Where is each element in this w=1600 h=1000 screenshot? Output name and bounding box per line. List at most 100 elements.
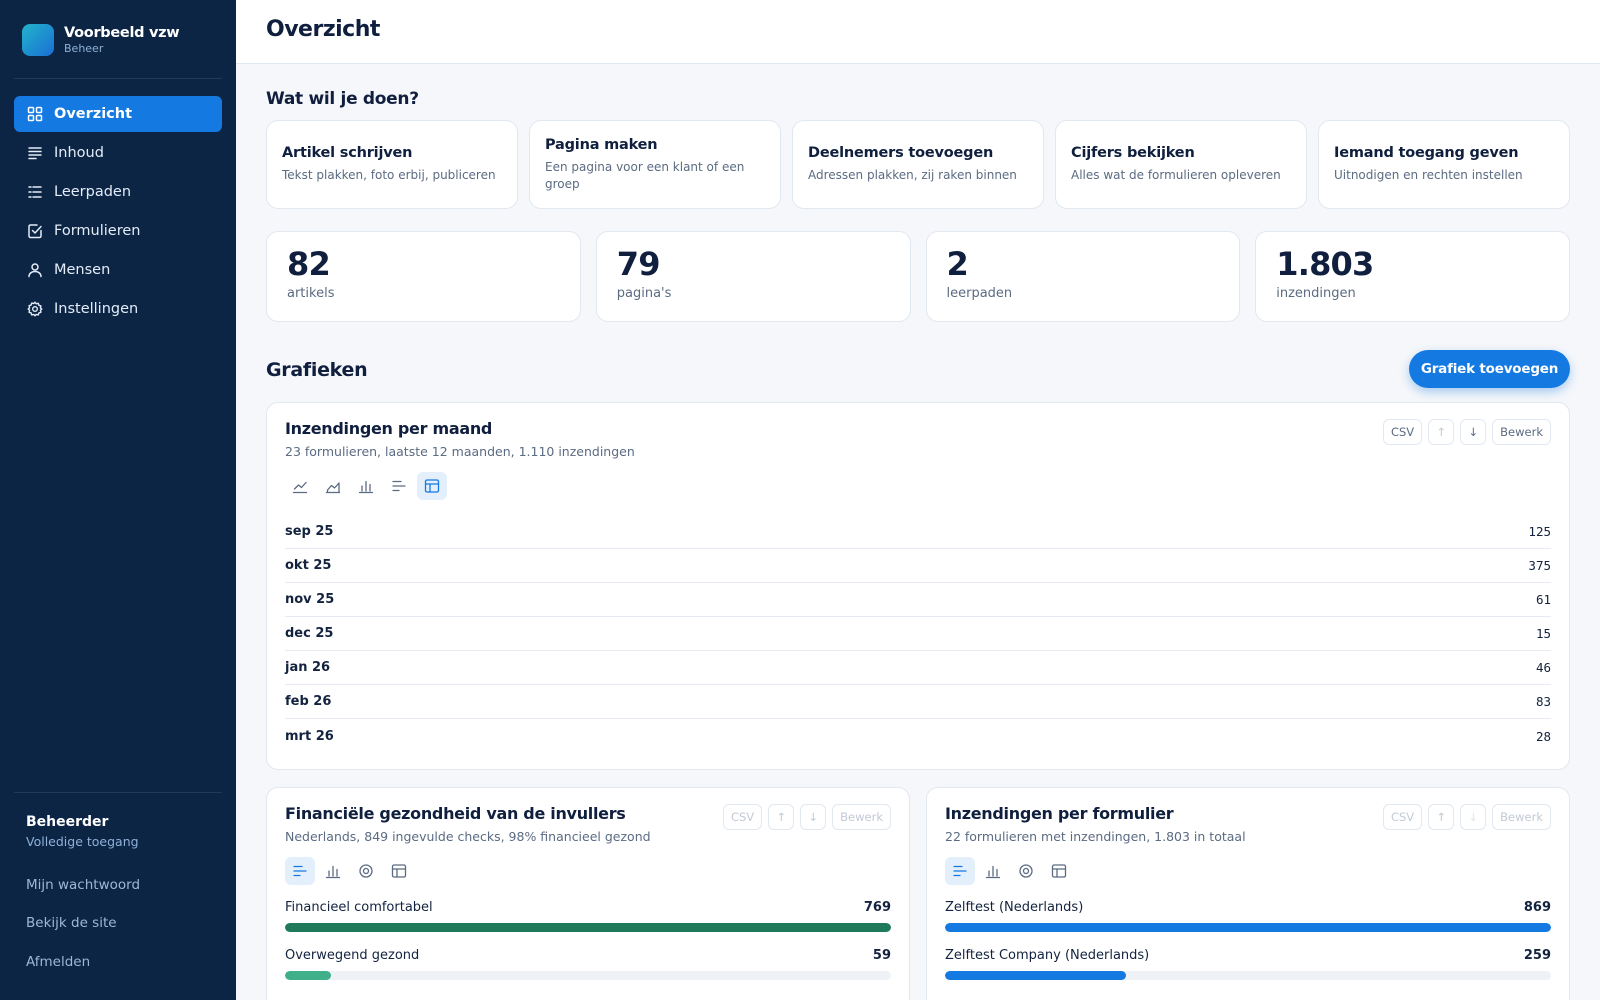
move-down-button[interactable]: ↓ (1460, 419, 1487, 445)
action-title: Deelnemers toevoegen (808, 145, 994, 162)
sidebar-item-mensen[interactable]: Mensen (14, 252, 222, 288)
sidebar-divider (14, 792, 222, 793)
row-value: 61 (1535, 592, 1551, 607)
bar-value: 769 (863, 900, 891, 915)
view-site-link[interactable]: Bekijk de site (26, 915, 117, 931)
chart-subtitle: Nederlands, 849 ingevulde checks, 98% fi… (285, 829, 651, 844)
action-write-article[interactable]: Artikel schrijven Tekst plakken, foto er… (266, 120, 518, 209)
horizontal-bar-icon[interactable] (384, 472, 414, 500)
chart-title: Inzendingen per maand (285, 419, 493, 438)
account-role: Beheerder (26, 814, 109, 830)
row-label: nov 25 (285, 592, 335, 607)
bar-label: Overwegend gezond (285, 948, 420, 963)
page-title: Overzicht (266, 17, 380, 42)
table-icon[interactable] (1044, 857, 1074, 885)
table-icon[interactable] (384, 857, 414, 885)
move-up-button[interactable]: ↑ (768, 804, 795, 830)
action-title: Artikel schrijven (282, 145, 413, 162)
account-info: Beheerder Volledige toegang (26, 814, 139, 849)
add-chart-button[interactable]: Grafiek toevoegen (1409, 350, 1570, 388)
change-password-link[interactable]: Mijn wachtwoord (26, 877, 141, 893)
stat-submissions: 1.803 inzendingen (1255, 231, 1570, 322)
move-down-button[interactable]: ↓ (1460, 804, 1487, 830)
row-value: 46 (1535, 660, 1551, 675)
row-value: 15 (1535, 626, 1551, 641)
stat-pages: 79 pagina's (595, 231, 911, 322)
action-desc: Adressen plakken, zij raken binnen (808, 168, 1017, 183)
sidebar-item-overzicht[interactable]: Overzicht (14, 96, 222, 132)
horizontal-bar-icon[interactable] (285, 857, 315, 885)
action-desc: Alles wat de formulieren opleveren (1071, 168, 1281, 183)
line-chart-icon[interactable] (285, 472, 315, 500)
dashboard-icon (26, 105, 44, 123)
row-value: 28 (1535, 728, 1551, 744)
row-label: mrt 26 (285, 728, 334, 744)
donut-chart-icon[interactable] (1011, 857, 1041, 885)
logout-link[interactable]: Afmelden (26, 954, 91, 970)
sidebar: Voorbeeld vzw Beheer Overzicht Inhoud Le… (0, 0, 236, 1000)
stat-value: 79 (616, 245, 661, 283)
bar-row: Overwegend gezond 59 (285, 948, 891, 980)
row-value: 375 (1528, 558, 1551, 573)
sidebar-item-formulieren[interactable]: Formulieren (14, 213, 222, 249)
sidebar-item-inhoud[interactable]: Inhoud (14, 135, 222, 171)
action-add-participants[interactable]: Deelnemers toevoegen Adressen plakken, z… (792, 120, 1044, 209)
quick-actions-title: Wat wil je doen? (266, 89, 419, 109)
table-row: jan 26 46 (285, 651, 1551, 685)
sidebar-item-leerpaden[interactable]: Leerpaden (14, 174, 222, 210)
sidebar-item-label: Mensen (54, 262, 111, 278)
chart-title: Financiële gezondheid van de invullers (285, 804, 626, 823)
account-access: Volledige toegang (26, 834, 139, 849)
csv-button[interactable]: CSV (1382, 419, 1423, 445)
bar-chart-icon[interactable] (351, 472, 381, 500)
table-row: okt 25 375 (285, 549, 1551, 583)
brand-logo (22, 24, 54, 56)
edit-button[interactable]: Bewerk (1492, 804, 1551, 830)
action-title: Iemand toegang geven (1334, 145, 1519, 162)
bar-track (285, 971, 891, 980)
horizontal-bar-icon[interactable] (945, 857, 975, 885)
sidebar-nav: Overzicht Inhoud Leerpaden Formulieren M… (14, 96, 222, 330)
chart-view-switcher (285, 857, 414, 885)
chart-subtitle: 22 formulieren met inzendingen, 1.803 in… (945, 829, 1246, 844)
stat-value: 1.803 (1276, 245, 1374, 283)
donut-chart-icon[interactable] (351, 857, 381, 885)
bar-fill (945, 923, 1551, 932)
action-title: Cijfers bekijken (1071, 145, 1195, 162)
bar-track (945, 923, 1551, 932)
stat-learning-paths: 2 leerpaden (925, 231, 1241, 322)
brand[interactable]: Voorbeeld vzw Beheer (22, 24, 180, 56)
stats: 82 artikels 79 pagina's 2 leerpaden 1.80… (266, 231, 1570, 322)
csv-button[interactable]: CSV (722, 804, 763, 830)
bar-value: 259 (1523, 948, 1551, 963)
checkbox-icon (26, 222, 44, 240)
edit-button[interactable]: Bewerk (832, 804, 891, 830)
table-icon[interactable] (417, 472, 447, 500)
sidebar-item-instellingen[interactable]: Instellingen (14, 291, 222, 327)
bar-value: 59 (872, 948, 891, 963)
edit-button[interactable]: Bewerk (1492, 419, 1551, 445)
chart-view-switcher (945, 857, 1074, 885)
action-create-page[interactable]: Pagina maken Een pagina voor een klant o… (529, 120, 781, 209)
move-up-button[interactable]: ↑ (1428, 419, 1455, 445)
action-desc: Een pagina voor een klant of een groep (545, 160, 745, 191)
action-view-figures[interactable]: Cijfers bekijken Alles wat de formuliere… (1055, 120, 1307, 209)
action-grant-access[interactable]: Iemand toegang geven Uitnodigen en recht… (1318, 120, 1570, 209)
stat-label: inzendingen (1276, 285, 1356, 301)
table-row: dec 25 15 (285, 617, 1551, 651)
move-up-button[interactable]: ↑ (1428, 804, 1455, 830)
area-chart-icon[interactable] (318, 472, 348, 500)
csv-button[interactable]: CSV (1382, 804, 1423, 830)
row-label: sep 25 (285, 524, 334, 539)
table-row: nov 25 61 (285, 583, 1551, 617)
gear-icon (26, 300, 44, 318)
sidebar-item-label: Overzicht (54, 106, 133, 122)
bar-chart-icon[interactable] (318, 857, 348, 885)
move-down-button[interactable]: ↓ (800, 804, 827, 830)
stat-label: leerpaden (946, 285, 1013, 301)
bar-row: Zelftest (Nederlands) 869 (945, 900, 1551, 932)
bar-chart-icon[interactable] (978, 857, 1008, 885)
quick-actions: Artikel schrijven Tekst plakken, foto er… (266, 120, 1570, 209)
row-label: feb 26 (285, 694, 332, 709)
chart-tools: CSV ↑ ↓ Bewerk (1382, 419, 1551, 445)
